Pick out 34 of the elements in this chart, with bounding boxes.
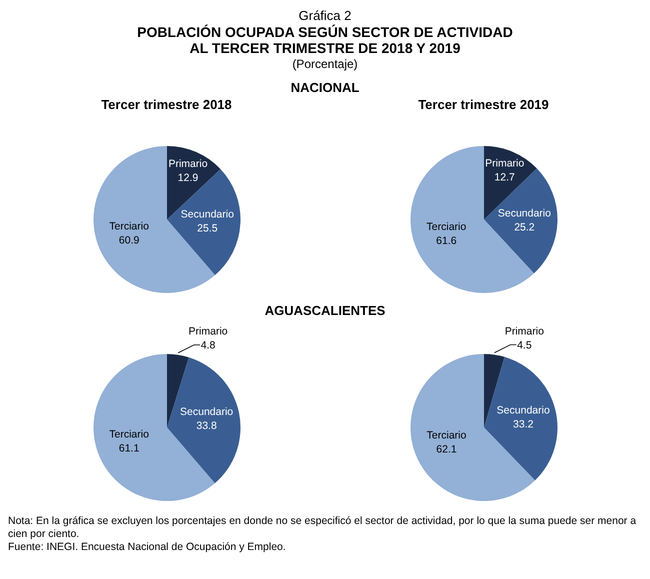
data-label: 60.9 [118, 234, 139, 246]
data-label: 33.2 [512, 418, 534, 431]
slice-label: Terciario [426, 430, 466, 442]
slice-label: Primario [188, 326, 228, 338]
slice-label: Secundario [180, 406, 233, 418]
data-label: 4.8 [200, 340, 216, 352]
slice-label: Primario [484, 158, 524, 170]
source-note: Fuente: INEGI. Encuesta Nacional de Ocupación y Empleo. [8, 541, 287, 554]
text: NACIONAL [290, 80, 360, 95]
slice-label: Secundario [496, 404, 550, 417]
data-label: 61.6 [436, 235, 456, 248]
text: (Porcentaje) [291, 56, 359, 72]
text: Nota: En la gráfica se excluyen los porcentajes en donde no se especificó el sector de actividad, por lo que la suma puede ser menor a cien por ciento. [8, 515, 638, 541]
text: Gráfica 2 [298, 8, 352, 24]
chart-title: Tercer trimestre 2018 [100, 97, 233, 112]
slice-label: Terciario [108, 428, 149, 440]
slice-label: Terciario [426, 221, 466, 234]
data-label: 25.2 [514, 221, 534, 234]
data-label: 12.7 [494, 172, 515, 184]
data-label: 61.1 [118, 442, 139, 454]
chart-title: Tercer trimestre 2019 [417, 97, 550, 112]
data-label: 25.5 [196, 222, 218, 234]
slice-label: Secundario [180, 208, 234, 220]
slice-label: Secundario [497, 207, 551, 220]
data-label: 33.8 [196, 420, 216, 432]
text: AL TERCER TRIMESTRE DE 2018 Y 2019 [188, 40, 462, 56]
text: POBLACIÓN OCUPADA SEGÚN SECTOR DE ACTIVIDAD [136, 24, 514, 40]
data-label: 12.9 [177, 172, 198, 184]
slice-label: Terciario [108, 220, 149, 232]
data-label: 4.5 [516, 340, 532, 352]
text: AGUASCALIENTES [264, 303, 386, 318]
slice-label: Primario [504, 326, 544, 338]
data-label: 62.1 [436, 444, 456, 456]
slice-label: Primario [168, 158, 208, 170]
